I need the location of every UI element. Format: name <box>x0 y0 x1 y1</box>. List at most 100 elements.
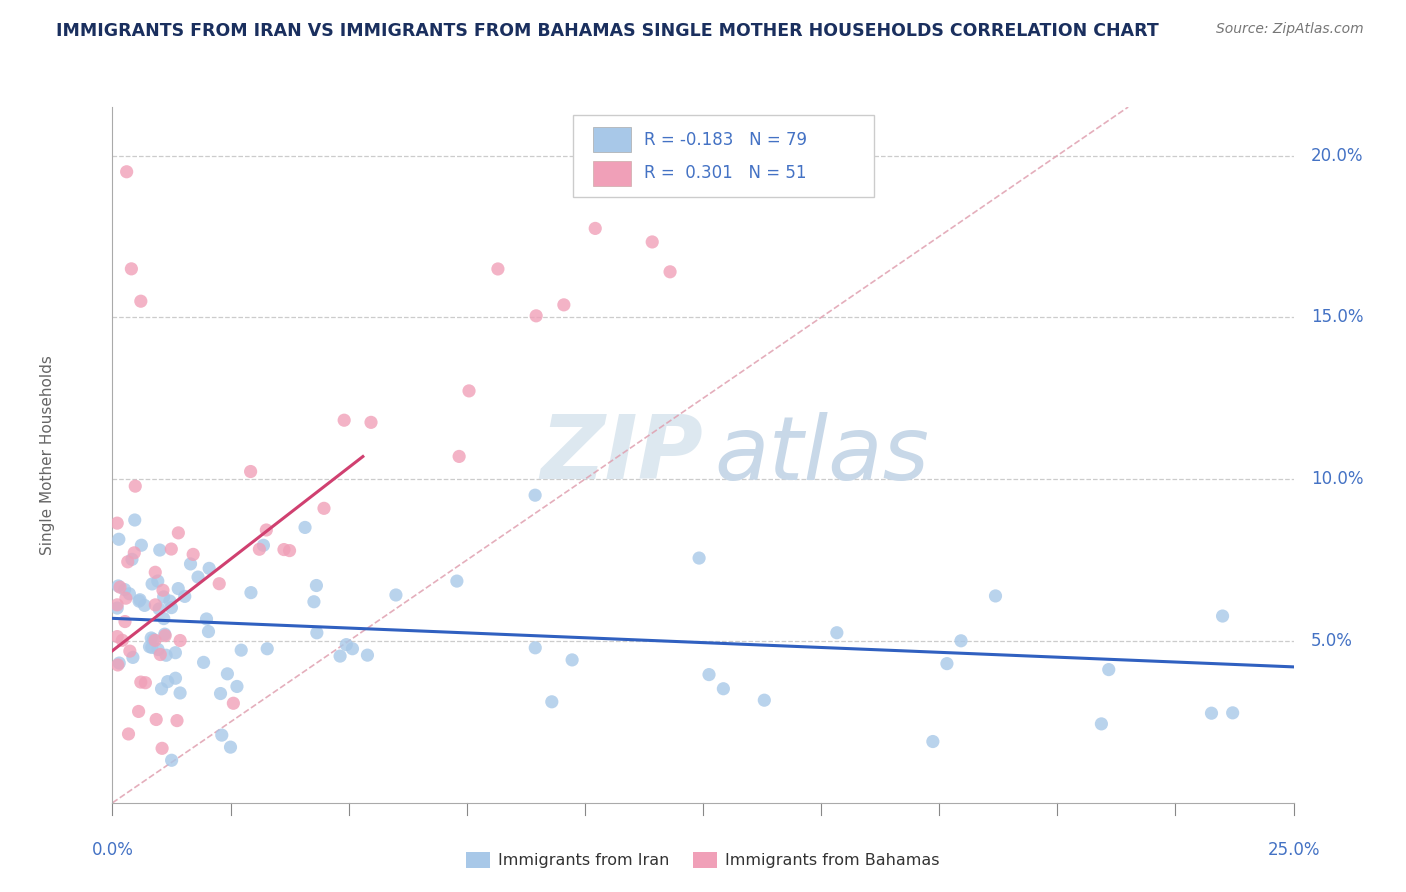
Point <box>921 734 943 748</box>
Point <box>166 714 188 728</box>
Point <box>156 674 179 689</box>
Point <box>115 165 138 179</box>
Point <box>254 523 277 537</box>
Point <box>356 648 378 662</box>
Legend: Immigrants from Iran, Immigrants from Bahamas: Immigrants from Iran, Immigrants from Ba… <box>460 846 946 875</box>
Point <box>659 265 682 279</box>
Point <box>152 590 174 604</box>
Point <box>138 640 160 654</box>
Point <box>342 641 364 656</box>
Point <box>115 591 138 606</box>
Point <box>129 294 152 309</box>
FancyBboxPatch shape <box>574 115 875 197</box>
Text: atlas: atlas <box>714 412 929 498</box>
Point <box>278 543 301 558</box>
Point <box>108 656 131 670</box>
Point <box>134 599 156 613</box>
Point <box>122 650 145 665</box>
Point <box>711 681 734 696</box>
Point <box>141 631 163 645</box>
Point <box>117 555 139 569</box>
Point <box>231 643 253 657</box>
Point <box>114 615 136 629</box>
Point <box>145 713 167 727</box>
Point <box>256 641 278 656</box>
Point <box>302 595 325 609</box>
Point <box>486 262 509 277</box>
Point <box>950 633 973 648</box>
Point <box>641 235 664 249</box>
Point <box>197 624 219 639</box>
Point <box>524 640 547 655</box>
Point <box>146 574 169 588</box>
Point <box>173 590 195 604</box>
Point <box>117 727 139 741</box>
Point <box>128 594 150 608</box>
Point <box>169 686 191 700</box>
Point <box>333 413 356 427</box>
Text: R = -0.183   N = 79: R = -0.183 N = 79 <box>644 131 807 149</box>
Point <box>335 638 357 652</box>
Point <box>149 543 172 558</box>
Point <box>129 675 152 690</box>
Point <box>131 538 153 552</box>
Point <box>105 516 128 530</box>
Point <box>122 546 145 560</box>
Point <box>825 625 848 640</box>
Point <box>150 741 173 756</box>
Point <box>208 576 231 591</box>
Point <box>107 579 129 593</box>
Point <box>105 630 128 644</box>
Point <box>160 753 183 767</box>
Text: 10.0%: 10.0% <box>1312 470 1364 488</box>
Point <box>193 656 215 670</box>
Point <box>149 648 172 662</box>
Point <box>984 589 1007 603</box>
Point <box>143 566 166 580</box>
Text: IMMIGRANTS FROM IRAN VS IMMIGRANTS FROM BAHAMAS SINGLE MOTHER HOUSEHOLDS CORRELA: IMMIGRANTS FROM IRAN VS IMMIGRANTS FROM … <box>56 22 1159 40</box>
Point <box>118 587 141 601</box>
Point <box>665 138 688 153</box>
Point <box>129 592 152 607</box>
Point <box>553 298 575 312</box>
Point <box>458 384 481 398</box>
Point <box>108 580 131 594</box>
Point <box>159 594 181 608</box>
Point <box>247 542 270 557</box>
Point <box>105 601 128 615</box>
FancyBboxPatch shape <box>593 128 631 153</box>
Point <box>124 479 146 493</box>
Point <box>239 585 262 599</box>
Point <box>449 450 471 464</box>
Point <box>1212 609 1234 624</box>
Point <box>146 642 169 657</box>
Point <box>360 415 382 429</box>
Point <box>305 578 328 592</box>
Point <box>561 653 583 667</box>
Point <box>152 583 174 598</box>
Point <box>524 488 547 502</box>
Point <box>108 533 131 547</box>
Point <box>195 612 218 626</box>
Point <box>167 582 190 596</box>
Point <box>222 696 245 710</box>
Point <box>155 648 177 663</box>
Point <box>152 611 174 625</box>
Point <box>150 681 173 696</box>
Point <box>167 525 190 540</box>
Point <box>754 693 776 707</box>
Point <box>935 657 957 671</box>
Point <box>118 644 141 658</box>
Point <box>143 633 166 648</box>
Text: 5.0%: 5.0% <box>1312 632 1353 650</box>
Point <box>169 633 191 648</box>
Point <box>165 671 187 685</box>
Point <box>134 675 156 690</box>
Point <box>141 640 163 655</box>
Text: 20.0%: 20.0% <box>1312 146 1364 165</box>
Text: 0.0%: 0.0% <box>91 841 134 859</box>
Point <box>329 649 352 664</box>
Point <box>198 561 221 575</box>
Point <box>114 582 136 597</box>
Point <box>209 687 232 701</box>
